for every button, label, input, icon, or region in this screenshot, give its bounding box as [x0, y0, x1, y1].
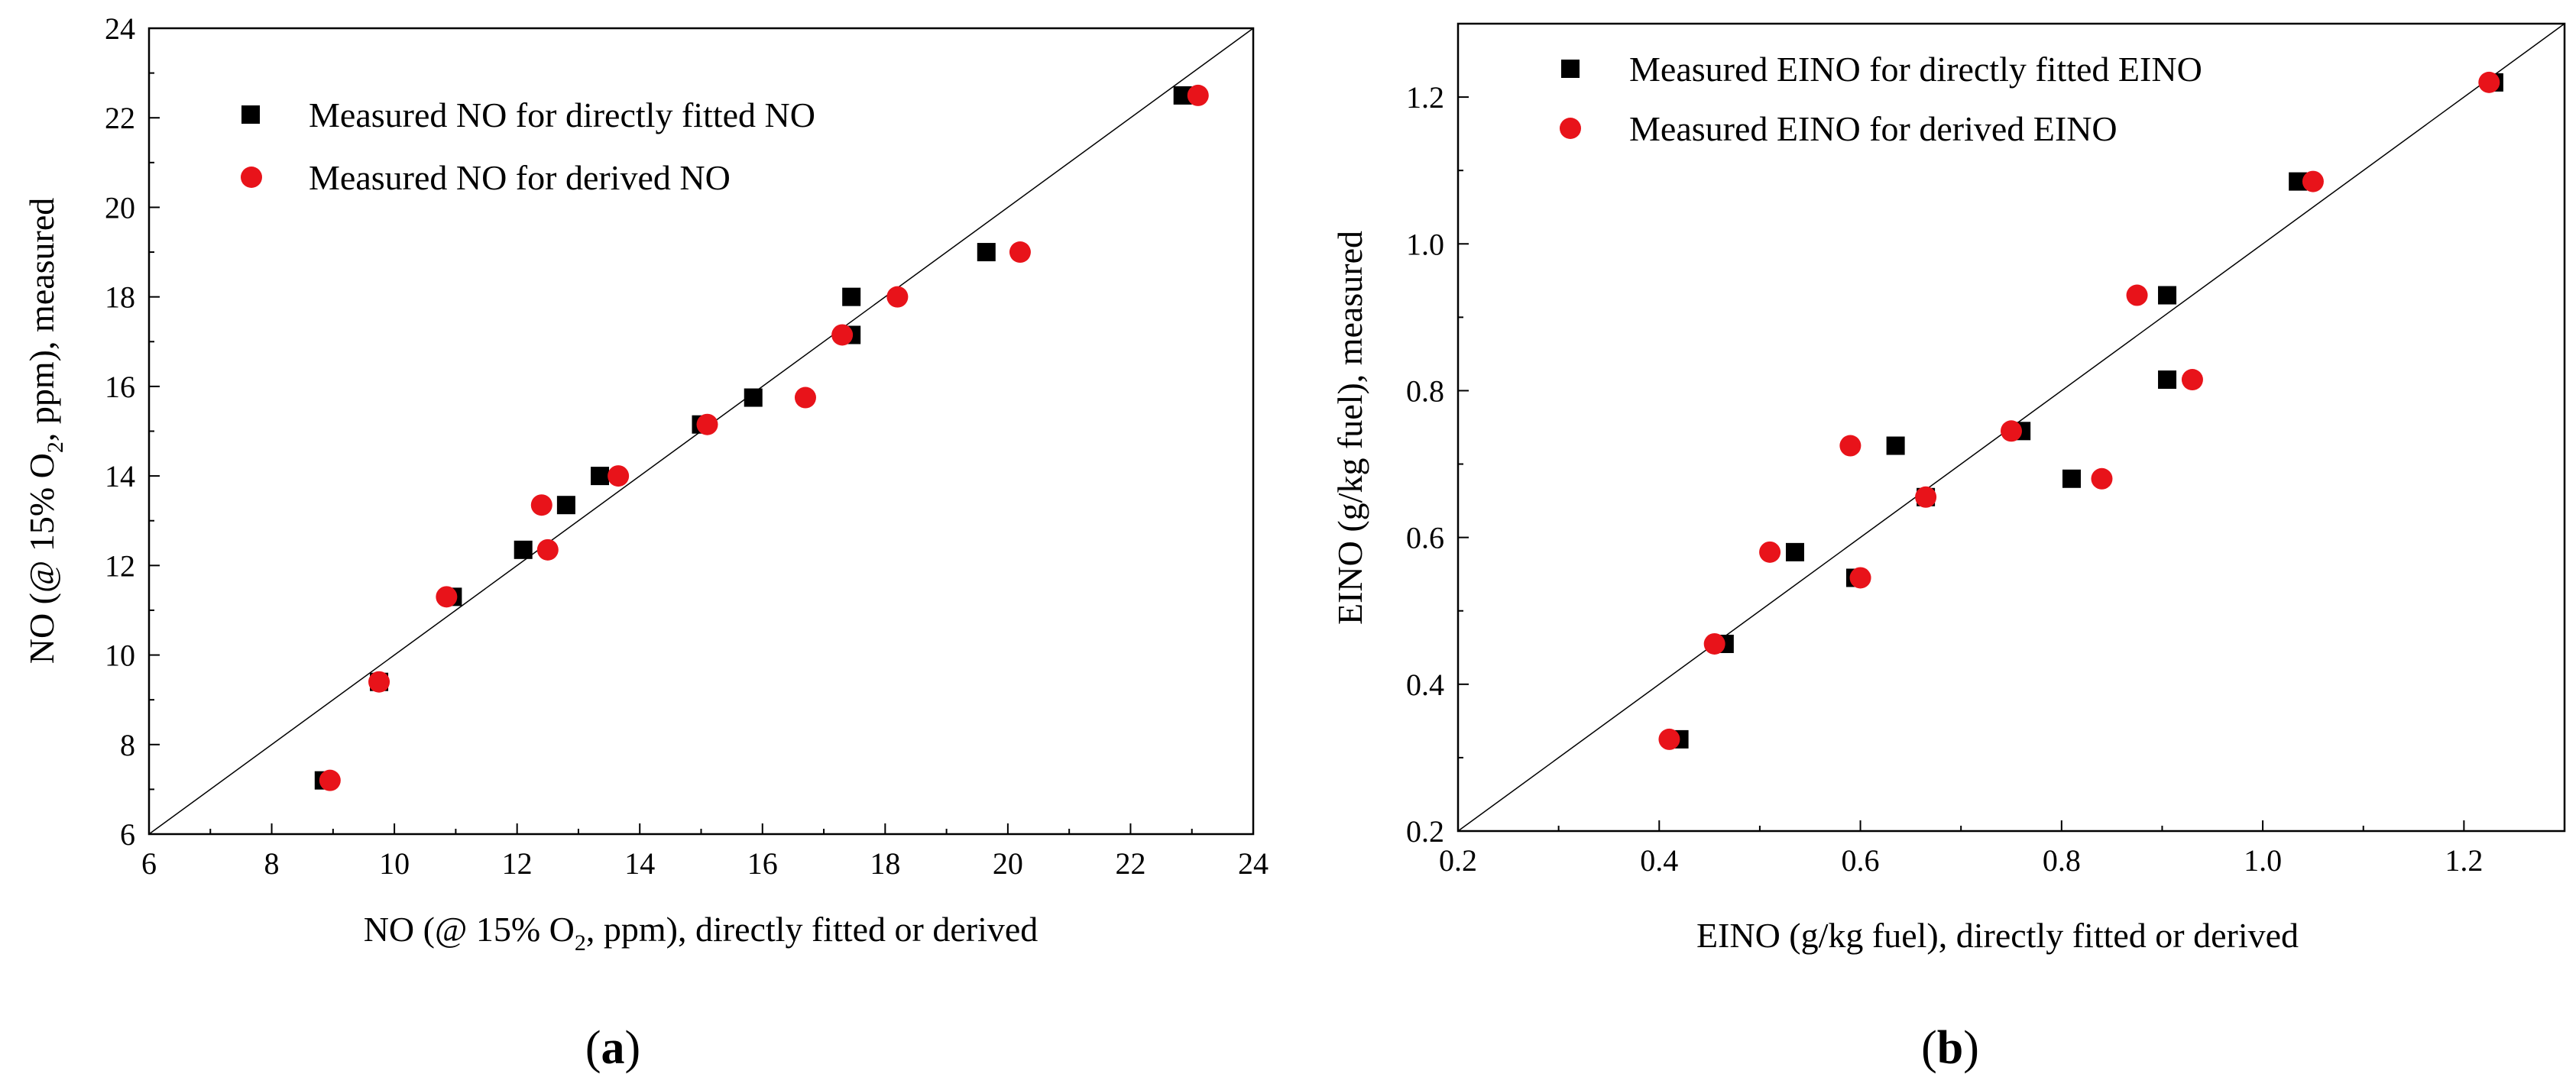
y-tick-label: 12 [105, 548, 135, 583]
legend-marker-circle [241, 167, 262, 188]
data-point-square [2158, 370, 2177, 390]
data-point-circle [536, 538, 559, 561]
plot-frame [1456, 22, 2566, 833]
legend-label-series-1: Measured EINO for directly fitted EINO [1629, 50, 2202, 89]
data-point-circle [696, 413, 718, 435]
y-tick-label: 18 [105, 280, 135, 315]
x-tick-label: 0.6 [1842, 843, 1880, 878]
legend-label-series-1: Measured NO for directly fitted NO [309, 95, 815, 134]
x-tick-label: 20 [993, 846, 1023, 881]
x-tick-label: 1.2 [2445, 843, 2483, 878]
legend-label-series-2: Measured NO for derived NO [309, 158, 731, 197]
data-point-square [1173, 86, 1192, 105]
data-point-circle [794, 386, 816, 409]
x-tick-label: 0.8 [2043, 843, 2081, 878]
y-tick-label: 1.2 [1406, 80, 1444, 115]
data-point-square [514, 540, 533, 559]
data-point-circle [1759, 541, 1781, 563]
data-point-circle [2126, 284, 2148, 306]
data-point-circle [1849, 567, 1871, 589]
y-tick-label: 0.4 [1406, 668, 1444, 702]
x-tick-label: 0.2 [1439, 843, 1477, 878]
data-point-circle [831, 324, 854, 346]
data-points [1658, 71, 2503, 750]
data-point-square [977, 243, 996, 262]
y-tick-label: 20 [105, 190, 135, 225]
panel-label-b: (b) [1921, 1022, 1979, 1074]
data-point-circle [1915, 486, 1937, 508]
y-tick-label: 16 [105, 370, 135, 404]
x-tick-label: 14 [624, 846, 655, 881]
data-point-circle [608, 465, 630, 487]
data-point-circle [1009, 241, 1031, 264]
legend-label-series-2: Measured EINO for derived EINO [1629, 109, 2118, 148]
data-point-square [744, 388, 763, 407]
data-point-square [1785, 542, 1804, 561]
data-point-circle [436, 586, 458, 608]
y-tick-label: 0.2 [1406, 814, 1444, 849]
data-point-circle [1839, 435, 1862, 457]
panel-b: 0.2 0.4 0.6 0.8 1.0 1.2 0.2 0.4 0.6 0.8 1.0 1.2 Mea… [1330, 22, 2566, 1074]
y-tick-label: 8 [120, 728, 135, 762]
y-axis-title: NO (@ 15% O2, ppm), measured [22, 198, 68, 665]
x-axis-title: EINO (g/kg fuel), directly fitted or der… [1696, 916, 2299, 955]
data-point-circle [530, 494, 552, 516]
data-point-square [842, 287, 861, 306]
x-tick-label: 24 [1238, 846, 1269, 881]
data-point-circle [1658, 728, 1680, 750]
x-tick-label: 6 [141, 846, 157, 881]
data-point-circle [2091, 467, 2113, 490]
x-tick-label: 10 [379, 846, 410, 881]
y-tick-label: 22 [105, 101, 135, 135]
legend-marker-square [241, 105, 260, 124]
x-tick-label: 1.0 [2244, 843, 2282, 878]
data-point-circle [319, 769, 341, 791]
x-tick-label: 22 [1115, 846, 1145, 881]
legend-marker-circle [1560, 118, 1581, 139]
y-tick-label: 14 [105, 459, 135, 493]
panel-label-a: (a) [585, 1022, 640, 1074]
data-point-circle [2478, 71, 2500, 93]
data-point-circle [1703, 632, 1725, 655]
data-point-square [2158, 286, 2177, 305]
legend: Measured NO for directly fitted NO Measu… [241, 95, 815, 197]
x-tick-label: 0.4 [1640, 843, 1678, 878]
data-point-circle [2181, 369, 2203, 391]
data-point-circle [1187, 84, 1209, 106]
panel-a: 6 8 10 12 14 16 18 20 22 24 6 8 10 12 14 16 18 20 22 24 Mea… [22, 11, 1269, 1074]
y-tick-label: 1.0 [1406, 227, 1444, 261]
data-point-circle [2302, 170, 2324, 192]
y-tick-label: 24 [105, 11, 135, 46]
axis-ticks: 0.2 0.4 0.6 0.8 1.0 1.2 0.2 0.4 0.6 0.8 1.0 1.2 [1406, 80, 2483, 878]
y-tick-label: 0.6 [1406, 521, 1444, 555]
x-tick-label: 8 [264, 846, 280, 881]
data-point-square [556, 496, 575, 515]
data-point-circle [2001, 420, 2022, 442]
data-point-square [1886, 436, 1905, 455]
x-tick-label: 16 [747, 846, 778, 881]
data-point-square [2062, 469, 2081, 488]
data-point-circle [886, 286, 909, 308]
x-tick-label: 12 [502, 846, 533, 881]
y-tick-label: 0.8 [1406, 374, 1444, 408]
data-points [314, 84, 1209, 791]
axis-ticks: 6 8 10 12 14 16 18 20 22 24 6 8 10 12 14 16 18 20 22 24 [105, 11, 1269, 881]
data-point-circle [368, 671, 390, 693]
x-tick-label: 18 [870, 846, 900, 881]
data-point-square [591, 467, 610, 486]
y-axis-title: EINO (g/kg fuel), measured [1330, 231, 1369, 625]
legend-marker-square [1561, 60, 1580, 78]
y-tick-label: 10 [105, 639, 135, 673]
legend: Measured EINO for directly fitted EINO M… [1560, 50, 2202, 148]
x-axis-title: NO (@ 15% O2, ppm), directly fitted or d… [364, 910, 1039, 956]
y-tick-label: 6 [120, 817, 135, 852]
